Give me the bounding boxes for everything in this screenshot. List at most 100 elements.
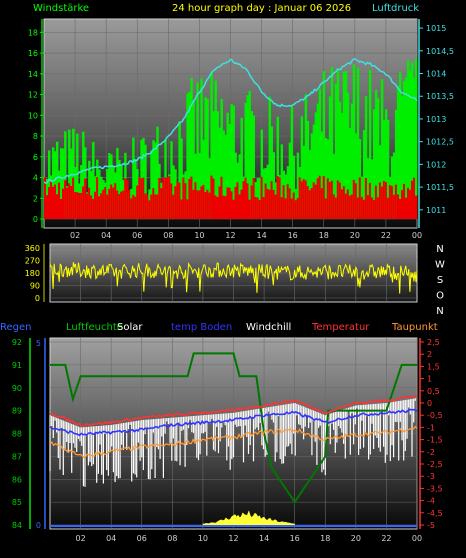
series-line-luftfeuchte [50, 352, 417, 504]
legend-item: Solar [117, 322, 143, 333]
wind-gust-bar [318, 175, 322, 219]
wind-gust-bar [190, 176, 193, 219]
wind-gust-bar [150, 194, 153, 219]
wind-gust-bar [308, 190, 312, 219]
wind-speed-bar [144, 144, 147, 219]
x-tick-label: 08 [163, 231, 173, 240]
wind-speed-bar [399, 72, 402, 220]
wind-gust-bar [298, 177, 302, 219]
wind-speed-bar [320, 131, 324, 219]
wind-speed-bar [344, 70, 348, 219]
wind-speed-bar [409, 70, 412, 219]
x-tick-label: 12 [225, 231, 235, 240]
wind-speed-bar [206, 98, 209, 219]
wind-speed-bar [208, 158, 211, 219]
wind-speed-bar [196, 82, 199, 219]
x-tick-label: 22 [381, 231, 391, 240]
wind-gust-bar [326, 178, 330, 219]
wind-gust-bar [401, 190, 404, 219]
wind-gust-bar [152, 188, 155, 219]
wind-gust-bar [50, 181, 53, 219]
wind-speed-bar [154, 142, 157, 219]
y-tick-label: 10 [28, 111, 38, 120]
wind-gust-bar [110, 184, 113, 219]
wind-gust-bar [144, 193, 147, 219]
wind-gust-bar [238, 194, 241, 219]
wind-speed-bar [322, 71, 326, 219]
wind-gust-bar [354, 183, 358, 219]
legend-item: Taupunkt [391, 322, 438, 333]
wind-speed-bar [222, 130, 225, 219]
series-line-taupunkt [49, 425, 418, 459]
compass-label: S [437, 275, 443, 286]
wind-gust-bar [314, 184, 318, 219]
wind-speed-bar [150, 150, 153, 219]
wind-gust-bar [330, 180, 334, 219]
wind-gust-bar [206, 189, 209, 219]
wind-gust-bar [348, 195, 352, 219]
wind-gust-bar [174, 186, 177, 219]
wind-gust-bar [394, 184, 398, 219]
wind-speed-bar [68, 129, 71, 219]
wind-gust-bar [198, 190, 201, 219]
wind-gust-bar [180, 199, 183, 219]
x-tick-label: 00 [412, 534, 422, 543]
wind-speed-bar [284, 174, 287, 219]
wind-gust-bar [236, 182, 239, 219]
wind-gust-bar [328, 182, 332, 219]
y-right-tick-label: 1013,5 [426, 92, 454, 101]
wind-gust-bar [316, 178, 320, 219]
x-tick-label: 06 [137, 534, 147, 543]
wind-speed-bar [228, 123, 231, 219]
wind-speed-bar [308, 149, 312, 219]
y-right-tick-label: 1012 [426, 160, 446, 169]
wind-gust-bar [104, 187, 107, 219]
x-tick-label: 20 [350, 231, 360, 240]
wind-gust-bar [226, 187, 229, 219]
wind-gust-bar [332, 194, 336, 219]
wind-gust-bar [202, 184, 205, 219]
wind-speed-bar [76, 133, 79, 219]
wind-speed-bar [314, 112, 318, 219]
wind-speed-bar [180, 138, 183, 219]
wind-speed-bar [350, 103, 354, 219]
y-tick-label: 180 [25, 269, 40, 278]
wind-gust-bar [138, 177, 141, 219]
x-tick-label: 22 [381, 534, 391, 543]
wind-gust-bar [360, 197, 364, 219]
wind-gust-bar [392, 194, 396, 219]
wind-speed-bar [80, 165, 83, 219]
wind-speed-bar [405, 77, 408, 219]
wind-gust-bar [70, 186, 73, 219]
wind-gust-bar [142, 177, 145, 219]
wind-speed-bar [304, 94, 308, 219]
x-tick-label: 10 [198, 534, 208, 543]
wind-gust-bar [376, 197, 380, 219]
wind-speed-bar [296, 152, 300, 219]
y-tick-label: 0 [35, 294, 40, 303]
wind-speed-bar [316, 103, 320, 219]
wind-gust-bar [292, 192, 296, 219]
wind-gust-bar [166, 177, 169, 219]
wind-gust-bar [130, 198, 133, 219]
wind-gust-bar [286, 184, 290, 219]
wind-gust-bar [200, 186, 203, 219]
wind-gust-bar [350, 194, 354, 219]
wind-gust-bar [358, 177, 362, 219]
wind-speed-bar [356, 67, 360, 220]
wind-gust-bar [256, 197, 259, 219]
wind-speed-bar [172, 165, 175, 219]
wind-speed-bar [82, 131, 85, 219]
wind-gust-bar [102, 189, 105, 219]
y-tick-label: 14 [28, 70, 38, 79]
wind-gust-bar [413, 177, 416, 219]
wind-gust-bar [64, 180, 67, 219]
humidity-tick-label: 89 [12, 407, 22, 416]
wind-speed-bar [300, 116, 304, 219]
wind-gust-bar [136, 185, 139, 219]
wind-gust-bar [378, 182, 382, 219]
wind-speed-bar [246, 95, 249, 219]
series-area-solar [202, 510, 295, 526]
y-tick-label: 4 [33, 174, 38, 183]
wind-speed-bar [376, 98, 380, 219]
